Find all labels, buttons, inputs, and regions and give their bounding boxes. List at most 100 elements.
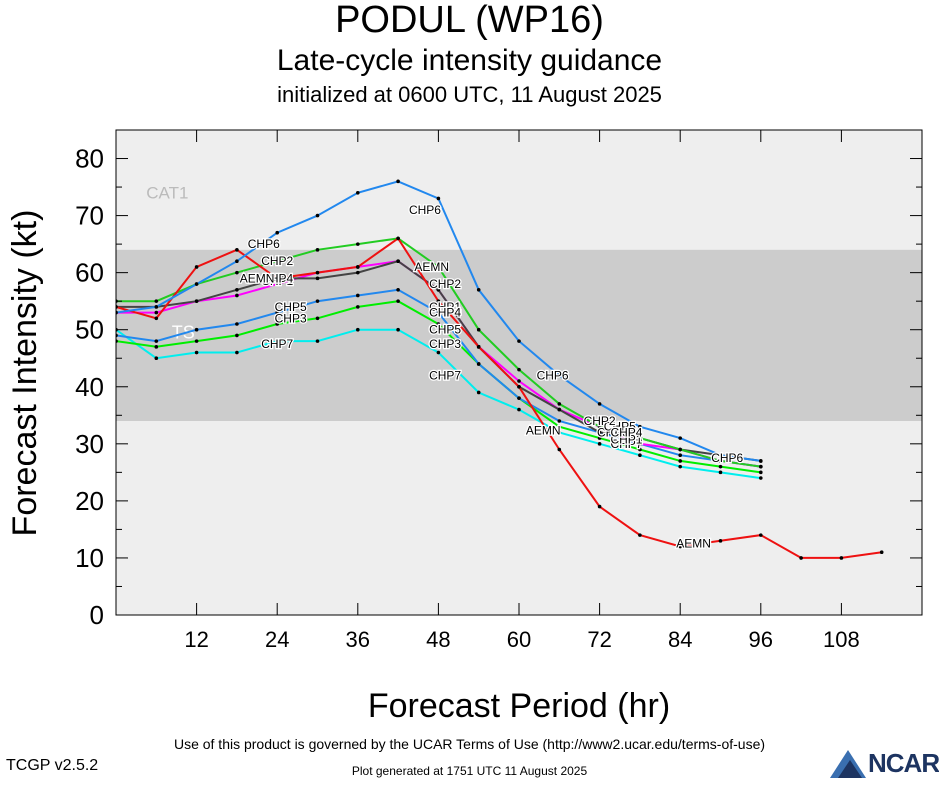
ncar-logo: NCAR	[828, 746, 939, 780]
x-tick-label: 108	[823, 627, 860, 652]
data-point-chp5	[396, 287, 400, 292]
y-tick-label: 0	[90, 600, 104, 630]
data-point-chp7	[759, 476, 763, 480]
data-point-chp1	[638, 442, 642, 446]
data-point-chp6	[235, 259, 239, 264]
y-tick-label: 30	[75, 429, 104, 459]
series-label-chp2: CHP2	[584, 414, 616, 428]
data-point-chp5	[436, 310, 441, 315]
x-tick-label: 84	[668, 627, 692, 652]
data-point-aemn	[356, 265, 360, 269]
data-point-aemn	[557, 447, 562, 452]
data-point-chp2	[557, 402, 562, 406]
chart-subtitle: Late-cycle intensity guidance	[276, 44, 663, 77]
series-label-aemn: AEMN	[414, 260, 449, 274]
data-point-chp5	[194, 327, 199, 332]
data-point-chp2	[436, 265, 441, 269]
data-point-chp5	[476, 362, 481, 366]
series-label-chp6: CHP6	[711, 451, 743, 465]
series-label-aemn: AEMN	[676, 537, 711, 551]
data-point-aemn	[718, 539, 723, 543]
data-point-chp3	[557, 424, 562, 429]
data-point-chp2	[356, 242, 360, 246]
data-point-chp7	[194, 350, 199, 355]
x-tick-label: 12	[184, 627, 208, 652]
series-label-chp4: CHP4	[261, 271, 293, 285]
data-point-aemn	[476, 345, 481, 349]
data-point-chp7	[275, 339, 280, 343]
data-point-chp2	[235, 270, 239, 275]
data-point-chp6	[718, 453, 723, 458]
data-point-chp7	[638, 453, 642, 458]
data-point-chp5	[315, 299, 320, 303]
data-point-chp2	[315, 248, 320, 252]
x-tick-label: 96	[749, 627, 773, 652]
data-point-chp4	[436, 287, 441, 292]
data-point-chp6	[678, 436, 682, 440]
data-point-aemn	[396, 236, 400, 241]
y-tick-label: 50	[75, 315, 104, 345]
data-point-chp6	[557, 373, 562, 378]
data-point-chp2	[275, 259, 280, 264]
series-label-chp3: CHP3	[429, 337, 461, 351]
x-tick-label: 72	[587, 627, 611, 652]
y-tick-label: 20	[75, 486, 104, 516]
data-point-chp4	[396, 259, 400, 264]
x-tick-label: 24	[265, 627, 289, 652]
series-label-chp2: CHP2	[429, 277, 461, 291]
data-point-aemn	[436, 299, 441, 303]
data-point-chp7	[517, 407, 521, 412]
terms-of-use-note: Use of this product is governed by the U…	[173, 736, 766, 752]
y-tick-label: 10	[75, 543, 104, 573]
data-point-chp7	[678, 464, 682, 469]
x-tick-label: 48	[426, 627, 450, 652]
data-point-chp4	[597, 430, 602, 435]
generated-timestamp: Plot generated at 1751 UTC 11 August 202…	[351, 764, 588, 778]
data-point-chp7	[436, 350, 441, 355]
y-axis-label: Forecast Intensity (kt)	[6, 210, 44, 537]
chart-init-time: initialized at 0600 UTC, 11 August 2025	[277, 82, 662, 107]
data-point-chp4	[194, 299, 199, 303]
data-point-aemn	[638, 533, 642, 537]
data-point-chp6	[154, 305, 159, 309]
series-line-aemn	[116, 236, 882, 559]
series-label-chp4: CHP4	[429, 306, 461, 320]
data-point-chp3	[235, 333, 239, 338]
data-point-aemn	[235, 248, 239, 252]
series-label-chp5: CHP5	[604, 420, 636, 434]
data-point-chp6	[759, 459, 763, 463]
data-point-chp3	[597, 436, 602, 440]
series-label-chp6: CHP6	[409, 203, 441, 217]
series-label-chp6: CHP6	[248, 237, 280, 251]
band-label-ts: TS	[172, 322, 195, 342]
data-point-chp3	[678, 459, 682, 463]
data-point-chp6	[476, 287, 481, 292]
data-point-chp3	[396, 299, 400, 303]
data-point-chp7	[718, 470, 723, 475]
data-point-chp1	[235, 293, 239, 298]
series-label-chp5: CHP5	[429, 323, 461, 337]
data-point-chp2	[517, 367, 521, 372]
data-point-chp6	[275, 230, 280, 235]
data-point-chp6	[396, 179, 400, 184]
series-label-chp2: CHP2	[261, 254, 293, 268]
data-point-chp7	[597, 442, 602, 446]
chart-title: PODUL (WP16)	[335, 0, 604, 41]
data-point-chp3	[315, 316, 320, 321]
x-axis-label: Forecast Period (hr)	[368, 687, 670, 725]
data-point-chp2	[678, 447, 682, 452]
ncar-logo-text: NCAR	[868, 748, 939, 778]
data-point-chp7	[235, 350, 239, 355]
data-point-chp2	[759, 464, 763, 469]
series-label-chp1: CHP1	[261, 274, 293, 288]
series-label-aemn: AEMN	[526, 424, 561, 438]
series-label-aemn: AEMN	[240, 271, 275, 285]
data-point-chp5	[557, 419, 562, 423]
data-point-chp3	[356, 305, 360, 309]
y-tick-label: 60	[75, 258, 104, 288]
series-label-chp6: CHP6	[537, 368, 569, 382]
data-point-chp5	[356, 293, 360, 298]
band-ts	[116, 249, 922, 421]
data-point-chp3	[759, 470, 763, 475]
